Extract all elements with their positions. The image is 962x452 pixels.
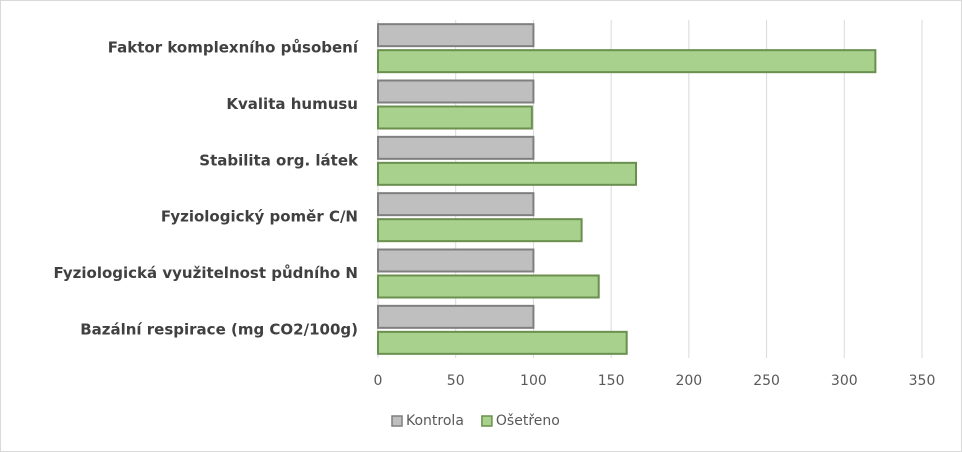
bar	[377, 105, 533, 130]
bar	[377, 161, 638, 186]
category-label: Kvalita humusu	[226, 95, 358, 113]
x-tick-label: 50	[447, 373, 465, 389]
x-tick-label: 350	[909, 373, 936, 389]
bar	[377, 274, 600, 299]
category-label: Fyziologická využitelnost půdního N	[53, 264, 358, 282]
category-label: Fyziologický poměr C/N	[161, 208, 358, 226]
bar	[377, 23, 535, 48]
bar	[377, 192, 535, 217]
legend-label: Kontrola	[406, 413, 464, 429]
category-label: Faktor komplexního působení	[108, 39, 359, 57]
legend-swatch	[481, 415, 493, 427]
category-label: Stabilita org. látek	[199, 151, 359, 169]
x-tick-label: 100	[520, 373, 547, 389]
category-label: Bazální respirace (mg CO2/100g)	[80, 320, 358, 338]
x-tick-label: 150	[598, 373, 625, 389]
x-tick-label: 0	[374, 373, 383, 389]
bar	[377, 304, 535, 329]
bar	[377, 79, 535, 104]
x-tick-label: 250	[753, 373, 780, 389]
legend-swatch	[391, 415, 403, 427]
legend-label: Ošetřeno	[496, 413, 560, 429]
bar	[377, 218, 583, 243]
bar	[377, 330, 628, 355]
x-tick-label: 200	[675, 373, 702, 389]
bar	[377, 135, 535, 160]
x-tick-label: 300	[831, 373, 858, 389]
bar	[377, 248, 535, 273]
bar	[377, 49, 877, 74]
